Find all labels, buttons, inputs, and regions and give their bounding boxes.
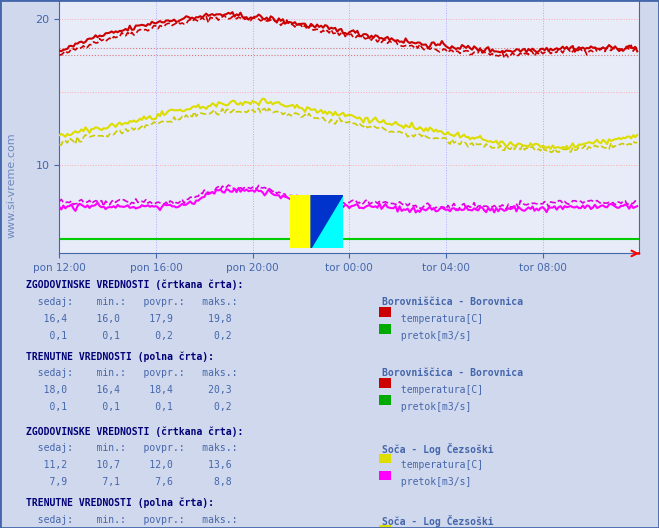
Text: temperatura[C]: temperatura[C] [395, 460, 484, 470]
Text: Borovniščica - Borovnica: Borovniščica - Borovnica [382, 297, 523, 307]
Text: temperatura[C]: temperatura[C] [395, 385, 484, 395]
Text: ZGODOVINSKE VREDNOSTI (črtkana črta):: ZGODOVINSKE VREDNOSTI (črtkana črta): [26, 426, 244, 437]
Text: sedaj:    min.:   povpr.:   maks.:: sedaj: min.: povpr.: maks.: [26, 297, 238, 307]
Polygon shape [311, 195, 343, 248]
Text: Soča - Log Čezsoški: Soča - Log Čezsoški [382, 515, 494, 526]
Text: 11,2     10,7     12,0      13,6: 11,2 10,7 12,0 13,6 [26, 460, 232, 470]
Text: sedaj:    min.:   povpr.:   maks.:: sedaj: min.: povpr.: maks.: [26, 444, 238, 454]
Text: Soča - Log Čezsoški: Soča - Log Čezsoški [382, 444, 494, 455]
Text: 0,1      0,1      0,2       0,2: 0,1 0,1 0,2 0,2 [26, 331, 232, 341]
Text: temperatura[C]: temperatura[C] [395, 314, 484, 324]
Text: Borovniščica - Borovnica: Borovniščica - Borovnica [382, 368, 523, 378]
Text: www.si-vreme.com: www.si-vreme.com [7, 132, 16, 238]
Text: TRENUTNE VREDNOSTI (polna črta):: TRENUTNE VREDNOSTI (polna črta): [26, 351, 214, 362]
Text: 7,9      7,1      7,6       8,8: 7,9 7,1 7,6 8,8 [26, 477, 232, 487]
Text: sedaj:    min.:   povpr.:   maks.:: sedaj: min.: povpr.: maks.: [26, 515, 238, 525]
Text: TRENUTNE VREDNOSTI (polna črta):: TRENUTNE VREDNOSTI (polna črta): [26, 497, 214, 508]
Text: 16,4     16,0     17,9      19,8: 16,4 16,0 17,9 19,8 [26, 314, 232, 324]
Text: pretok[m3/s]: pretok[m3/s] [395, 331, 472, 341]
Text: 18,0     16,4     18,4      20,3: 18,0 16,4 18,4 20,3 [26, 385, 232, 395]
Text: 0,1      0,1      0,1       0,2: 0,1 0,1 0,1 0,2 [26, 402, 232, 412]
Text: sedaj:    min.:   povpr.:   maks.:: sedaj: min.: povpr.: maks.: [26, 368, 238, 378]
Text: pretok[m3/s]: pretok[m3/s] [395, 402, 472, 412]
Text: pretok[m3/s]: pretok[m3/s] [395, 477, 472, 487]
Polygon shape [311, 195, 343, 248]
Text: ZGODOVINSKE VREDNOSTI (črtkana črta):: ZGODOVINSKE VREDNOSTI (črtkana črta): [26, 280, 244, 290]
